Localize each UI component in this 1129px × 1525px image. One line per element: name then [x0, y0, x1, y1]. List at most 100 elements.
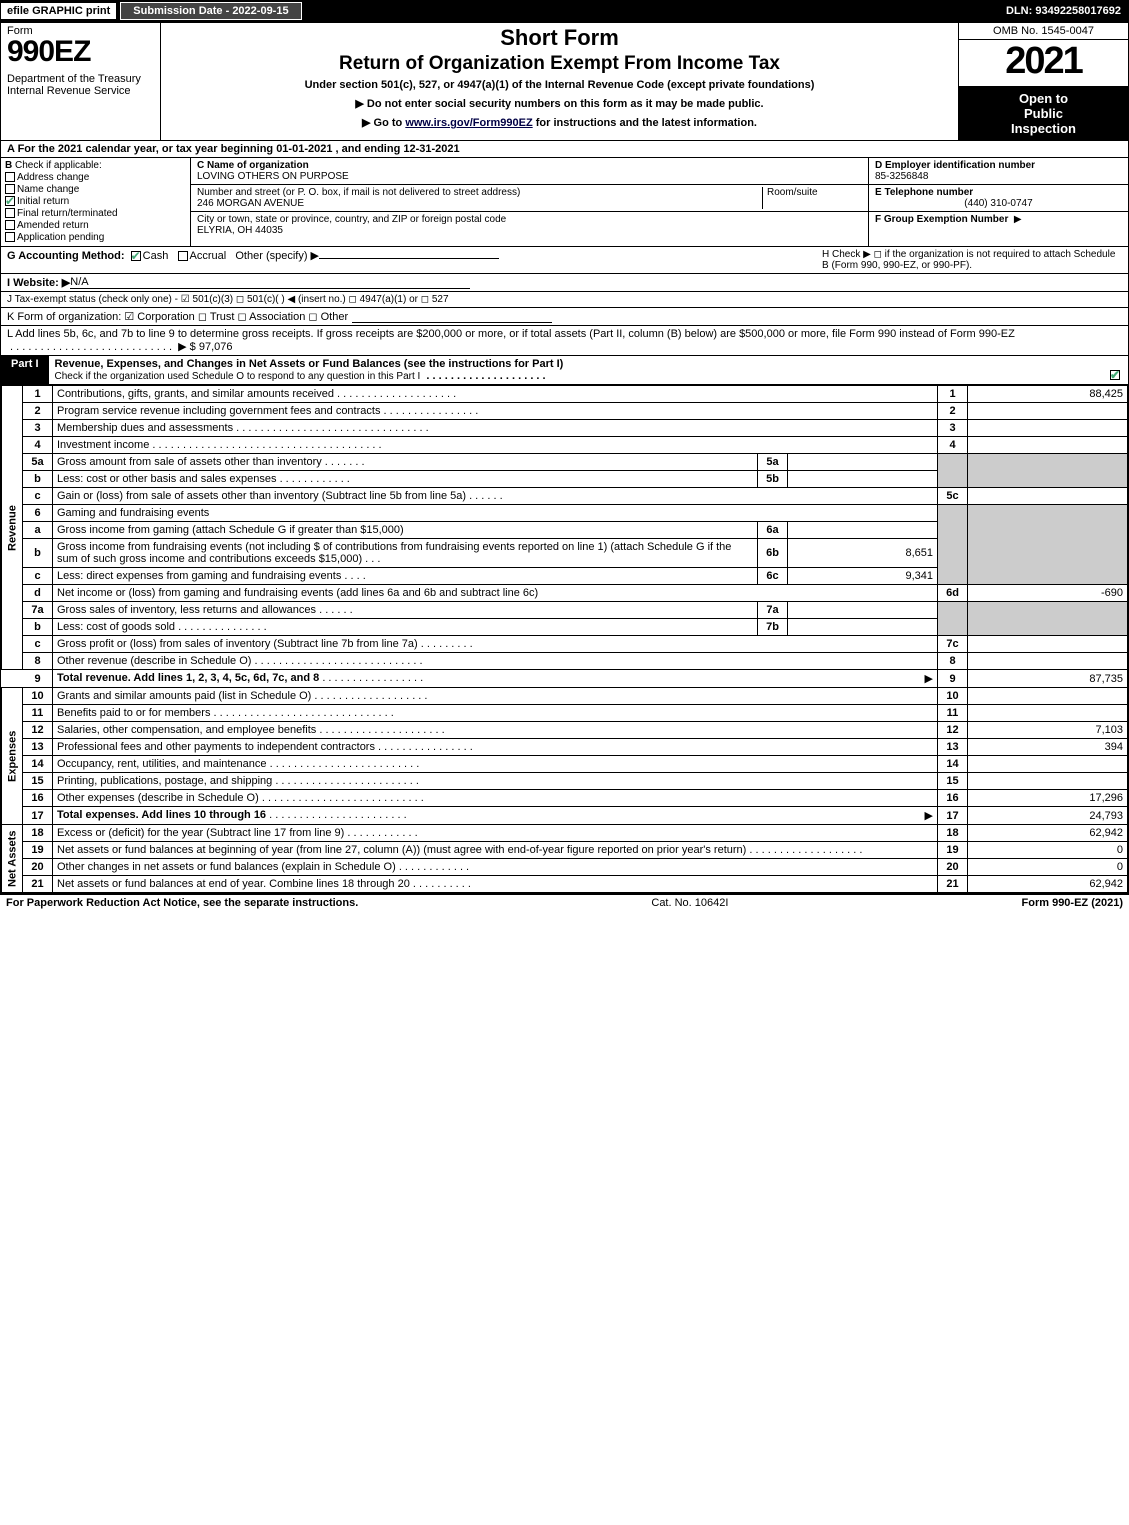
l2-amt [968, 403, 1128, 420]
line-3: 3 Membership dues and assessments . . . … [2, 420, 1128, 437]
d-label: D Employer identification number [875, 160, 1035, 171]
submission-date-button[interactable]: Submission Date - 2022-09-15 [120, 2, 301, 20]
side-expenses: Expenses [2, 688, 23, 825]
l12-num: 12 [23, 722, 53, 739]
l18-num: 18 [23, 825, 53, 842]
box-d: D Employer identification number 85-3256… [869, 158, 1128, 185]
l9-rn: 9 [938, 670, 968, 688]
form-990ez: Form 990EZ Department of the Treasury In… [0, 22, 1129, 894]
chk-name-label: Name change [17, 184, 79, 195]
box-e: E Telephone number (440) 310-0747 [869, 185, 1128, 212]
l6-grey [938, 505, 968, 585]
header-right: OMB No. 1545-0047 2021 Open to Public In… [958, 23, 1128, 140]
efile-print-button[interactable]: efile GRAPHIC print [0, 2, 117, 20]
part1-sub: Check if the organization used Schedule … [55, 371, 421, 382]
l7b-desc: Less: cost of goods sold [57, 621, 175, 633]
l5c-desc: Gain or (loss) from sale of assets other… [57, 490, 466, 502]
d-value: 85-3256848 [875, 171, 928, 182]
side-revenue: Revenue [2, 386, 23, 670]
dln-label: DLN: 93492258017692 [1006, 5, 1129, 17]
chk-address-label: Address change [17, 172, 89, 183]
b-check-label: Check if applicable: [15, 160, 102, 171]
line-11: 11 Benefits paid to or for members . . .… [2, 705, 1128, 722]
l7c-num: c [23, 636, 53, 653]
line-18: Net Assets 18 Excess or (deficit) for th… [2, 825, 1128, 842]
l18-desc: Excess or (deficit) for the year (Subtra… [57, 827, 344, 839]
l10-rn: 10 [938, 688, 968, 705]
city-label: City or town, state or province, country… [197, 214, 506, 225]
e-label: E Telephone number [875, 187, 973, 198]
l8-num: 8 [23, 653, 53, 670]
l21-num: 21 [23, 876, 53, 893]
short-form-title: Short Form [167, 25, 952, 51]
l5a-sub: 5a [758, 454, 788, 471]
i-value: N/A [70, 276, 470, 289]
l19-amt: 0 [968, 842, 1128, 859]
checkbox-icon [5, 232, 15, 242]
chk-application-pending[interactable]: Application pending [5, 232, 186, 243]
l13-amt: 394 [968, 739, 1128, 756]
row-i: I Website: ▶N/A [1, 274, 1128, 292]
chk-initial-return[interactable]: Initial return [5, 196, 186, 207]
irs-link[interactable]: www.irs.gov/Form990EZ [405, 117, 532, 129]
row-a: A For the 2021 calendar year, or tax yea… [1, 141, 1128, 158]
l5a-num: 5a [23, 454, 53, 471]
chk-amended-label: Amended return [17, 220, 89, 231]
l6d-desc: Net income or (loss) from gaming and fun… [57, 587, 538, 599]
line-15: 15 Printing, publications, postage, and … [2, 773, 1128, 790]
l14-desc: Occupancy, rent, utilities, and maintena… [57, 758, 267, 770]
l16-desc: Other expenses (describe in Schedule O) [57, 792, 259, 804]
l11-desc: Benefits paid to or for members [57, 707, 210, 719]
line-10: Expenses 10 Grants and similar amounts p… [2, 688, 1128, 705]
header-left: Form 990EZ Department of the Treasury In… [1, 23, 161, 140]
l6a-num: a [23, 522, 53, 539]
city-row: City or town, state or province, country… [191, 212, 868, 238]
l20-amt: 0 [968, 859, 1128, 876]
l18-rn: 18 [938, 825, 968, 842]
row-k: K Form of organization: ☑ Corporation ◻ … [1, 308, 1128, 326]
l8-amt [968, 653, 1128, 670]
line-6d: d Net income or (loss) from gaming and f… [2, 585, 1128, 602]
l5c-rn: 5c [938, 488, 968, 505]
l10-num: 10 [23, 688, 53, 705]
l17-arrow-icon: ▶ [925, 809, 933, 822]
checkbox-icon [5, 220, 15, 230]
l15-num: 15 [23, 773, 53, 790]
l15-rn: 15 [938, 773, 968, 790]
g-label: G Accounting Method: [7, 250, 125, 262]
l18-amt: 62,942 [968, 825, 1128, 842]
l8-desc: Other revenue (describe in Schedule O) [57, 655, 251, 667]
l5b-num: b [23, 471, 53, 488]
l17-rn: 17 [938, 807, 968, 825]
checkbox-icon [178, 251, 188, 261]
i-label: I Website: ▶ [7, 276, 70, 289]
line-6: 6 Gaming and fundraising events [2, 505, 1128, 522]
chk-final-return[interactable]: Final return/terminated [5, 208, 186, 219]
l15-amt [968, 773, 1128, 790]
l6d-amt: -690 [968, 585, 1128, 602]
chk-amended-return[interactable]: Amended return [5, 220, 186, 231]
line-19: 19 Net assets or fund balances at beginn… [2, 842, 1128, 859]
l1-num: 1 [23, 386, 53, 403]
chk-address-change[interactable]: Address change [5, 172, 186, 183]
line-5c: c Gain or (loss) from sale of assets oth… [2, 488, 1128, 505]
line-7c: c Gross profit or (loss) from sales of i… [2, 636, 1128, 653]
chk-app-label: Application pending [17, 232, 104, 243]
chk-name-change[interactable]: Name change [5, 184, 186, 195]
l13-num: 13 [23, 739, 53, 756]
k-blank [352, 310, 552, 323]
l4-num: 4 [23, 437, 53, 454]
l14-rn: 14 [938, 756, 968, 773]
open-line2: Public [961, 106, 1126, 121]
l4-amt [968, 437, 1128, 454]
department-label: Department of the Treasury Internal Reve… [7, 73, 154, 97]
l15-desc: Printing, publications, postage, and shi… [57, 775, 272, 787]
street-label: Number and street (or P. O. box, if mail… [197, 187, 520, 198]
l6-grey-amt [968, 505, 1128, 585]
l7ab-grey-amt [968, 602, 1128, 636]
checkbox-checked-icon [5, 196, 15, 206]
l11-rn: 11 [938, 705, 968, 722]
line-13: 13 Professional fees and other payments … [2, 739, 1128, 756]
f-label: F Group Exemption Number [875, 214, 1008, 225]
open-line1: Open to [961, 91, 1126, 106]
